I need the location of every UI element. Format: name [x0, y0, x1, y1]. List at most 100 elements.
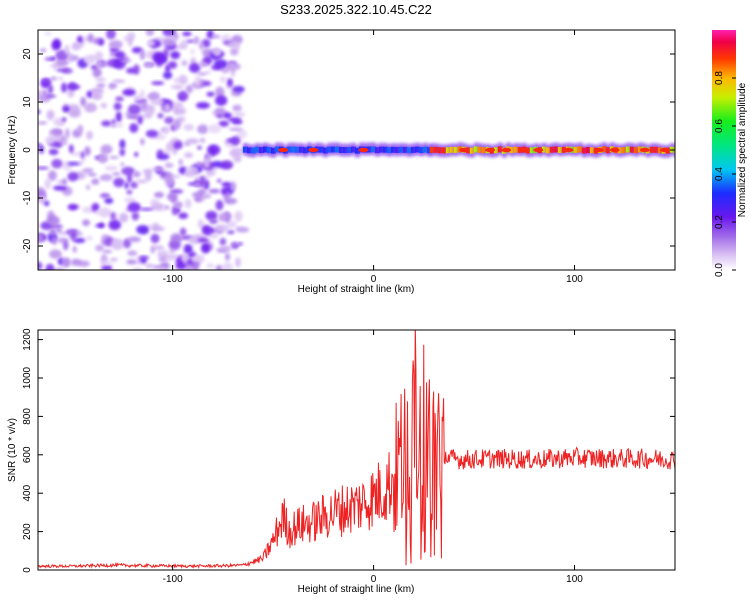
noise-blob — [76, 35, 84, 44]
band-cell — [274, 146, 280, 153]
noise-blob — [38, 195, 46, 205]
noise-blob — [104, 165, 119, 171]
band-cell — [330, 146, 336, 153]
colorbar-gradient — [712, 30, 736, 270]
band-cell — [390, 146, 396, 153]
noise-blob — [55, 60, 70, 65]
noise-blob — [188, 62, 201, 73]
noise-blob — [67, 81, 77, 91]
noise-blob — [173, 77, 180, 84]
noise-blob — [98, 39, 104, 46]
colorbar: 0.0 0.2 0.4 0.6 0.8 Normalized spectral ampl… — [712, 30, 748, 277]
noise-blob — [163, 126, 169, 135]
noise-blob — [229, 181, 237, 191]
noise-blob — [100, 174, 113, 182]
noise-blob — [215, 199, 224, 211]
noise-blob — [84, 102, 97, 113]
noise-blob — [178, 212, 189, 219]
noise-blob — [169, 189, 184, 194]
snr-plot-area — [38, 330, 675, 570]
noise-blob — [164, 102, 171, 112]
y-tick-label: 400 — [22, 484, 33, 501]
noise-blob — [120, 58, 132, 63]
noise-blob — [47, 84, 54, 94]
noise-blob — [145, 30, 155, 36]
noise-blob — [177, 90, 189, 102]
noise-blob — [61, 257, 71, 268]
noise-blob — [110, 122, 124, 128]
noise-blob — [92, 67, 102, 78]
x-tick-label: 100 — [566, 574, 583, 585]
colorbar-tick-label: 0.0 — [714, 263, 725, 277]
band-peak — [501, 147, 512, 153]
colorbar-tick-label: 0.4 — [714, 167, 725, 181]
noise-blob — [146, 39, 156, 47]
noise-blob — [145, 129, 159, 138]
noise-blob — [104, 197, 114, 204]
band-cell — [398, 146, 404, 153]
noise-blob — [50, 76, 58, 81]
noise-blob — [209, 233, 219, 239]
noise-blob — [199, 137, 206, 143]
noise-blob — [67, 88, 75, 98]
noise-blob — [119, 148, 126, 157]
noise-blob — [236, 129, 248, 139]
noise-blob — [234, 210, 243, 222]
noise-blob — [41, 78, 52, 83]
noise-blob — [91, 202, 100, 213]
band-cell — [649, 146, 655, 153]
noise-blob — [144, 62, 154, 68]
band-cell — [549, 146, 555, 153]
noise-blob — [232, 85, 245, 93]
noise-blob — [61, 178, 68, 186]
noise-blob — [63, 240, 69, 251]
noise-blob — [134, 151, 139, 158]
noise-blob — [69, 230, 77, 242]
y-tick-label: 800 — [22, 408, 33, 425]
band-cell — [529, 147, 535, 154]
colorbar-tick-label: 0.8 — [714, 71, 725, 85]
noise-blob — [156, 153, 170, 160]
band-cell — [318, 146, 324, 153]
noise-blob — [97, 154, 109, 164]
noise-blob — [159, 266, 166, 270]
noise-blob — [127, 250, 138, 257]
band-cell — [453, 146, 459, 153]
band-cell — [426, 147, 432, 154]
y-tick-label: 0 — [22, 147, 33, 153]
y-tick-label: 0 — [22, 567, 33, 573]
y-tick-label: 1000 — [22, 366, 33, 389]
spectrogram-y-label: Frequency (Hz) — [7, 116, 18, 185]
band-cell — [266, 147, 272, 154]
noise-blob — [71, 42, 81, 51]
noise-blob — [154, 54, 168, 65]
band-cell — [473, 146, 479, 153]
snr-x-axis: -100 0 100 — [163, 330, 583, 585]
noise-blob — [84, 146, 91, 156]
noise-blob — [197, 238, 210, 243]
noise-blob — [58, 76, 64, 81]
noise-blob — [206, 262, 215, 269]
band-cell — [246, 147, 252, 154]
noise-blob — [61, 82, 68, 93]
band-cell — [374, 147, 380, 154]
noise-blob — [178, 158, 183, 166]
noise-blob — [157, 113, 164, 119]
noise-blob — [173, 118, 182, 130]
noise-blob — [122, 89, 136, 96]
noise-blob — [126, 115, 140, 119]
y-tick-label: 10 — [22, 96, 33, 108]
band-peak — [485, 147, 496, 153]
noise-blob — [51, 236, 58, 246]
noise-blob — [202, 226, 216, 236]
noise-blob — [49, 227, 57, 236]
noise-blob — [150, 245, 155, 254]
noise-blob — [44, 178, 52, 190]
band-cell — [445, 147, 451, 154]
noise-blob — [69, 109, 81, 118]
noise-blob — [218, 120, 229, 127]
noise-blob — [125, 67, 137, 74]
noise-blob — [47, 170, 57, 181]
band-cell — [433, 146, 439, 153]
band-cell — [370, 146, 376, 153]
